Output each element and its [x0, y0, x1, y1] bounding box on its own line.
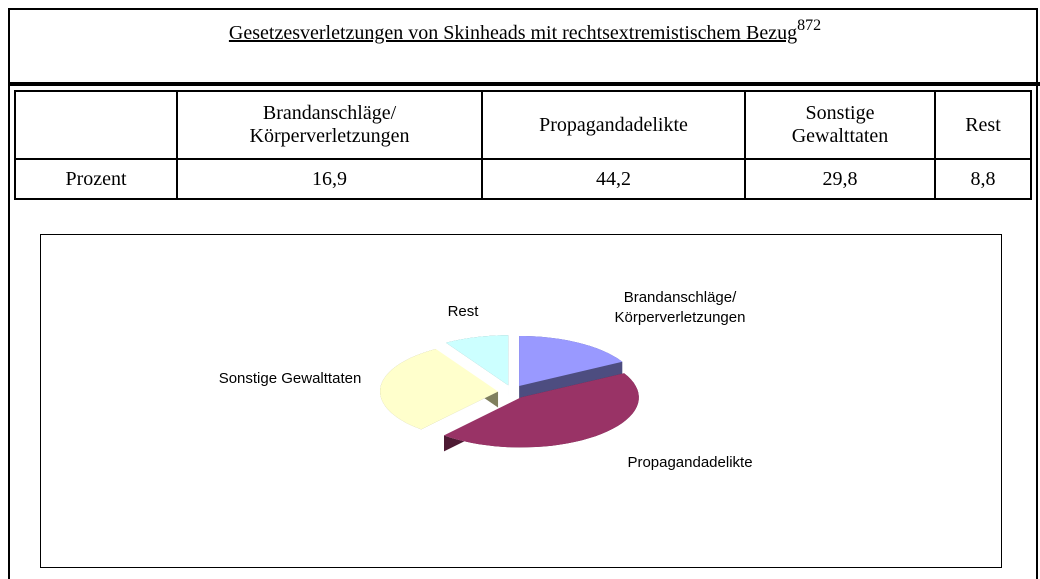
cell: 44,2: [481, 158, 746, 200]
slice-label: Sonstige Gewalttaten: [219, 370, 362, 387]
label-line: Brandanschläge/: [624, 289, 737, 306]
footnote: 872: [797, 17, 822, 34]
pie-slice: [446, 335, 509, 402]
cell: 16,9: [176, 158, 483, 200]
slice-label: Brandanschläge/Körperverletzungen: [615, 289, 746, 326]
label-line: Sonstige Gewalttaten: [219, 370, 362, 387]
pie-slice: [519, 336, 623, 402]
header-cell: [14, 90, 178, 160]
slice-top: [380, 349, 499, 430]
header-cell: Propagandadelikte: [481, 90, 746, 160]
data-table: Brandanschläge/ Körperverletzungen Propa…: [14, 90, 1032, 200]
header-row: Brandanschläge/ Körperverletzungen Propa…: [14, 90, 1032, 160]
row-label: Prozent: [14, 158, 178, 200]
pie-slice: [444, 373, 639, 464]
page-frame: Gesetzesverletzungen von Skinheads mit r…: [8, 8, 1040, 579]
header-cell: Rest: [934, 90, 1032, 160]
header-cell: Brandanschläge/ Körperverletzungen: [176, 90, 483, 160]
label-line: Rest: [448, 303, 480, 320]
slice-label: Propagandadelikte: [627, 454, 752, 471]
double-rule: [10, 82, 1040, 86]
slice-top: [519, 336, 623, 386]
slice-top: [446, 335, 509, 386]
title-text: Gesetzesverletzungen von Skinheads mit r…: [228, 22, 798, 44]
label-line: Propagandadelikte: [627, 454, 752, 471]
chart-box: [40, 234, 1002, 568]
title: Gesetzesverletzungen von Skinheads mit r…: [10, 18, 1040, 45]
data-row: Prozent 16,9 44,2 29,8 8,8: [14, 158, 1032, 200]
header-cell: Sonstige Gewalttaten: [744, 90, 936, 160]
label-line: Körperverletzungen: [615, 309, 746, 326]
cell: 8,8: [934, 158, 1032, 200]
pie-slice: [380, 349, 499, 446]
slice-top: [444, 373, 639, 448]
cell: 29,8: [744, 158, 936, 200]
slice-label: Rest: [448, 303, 480, 320]
